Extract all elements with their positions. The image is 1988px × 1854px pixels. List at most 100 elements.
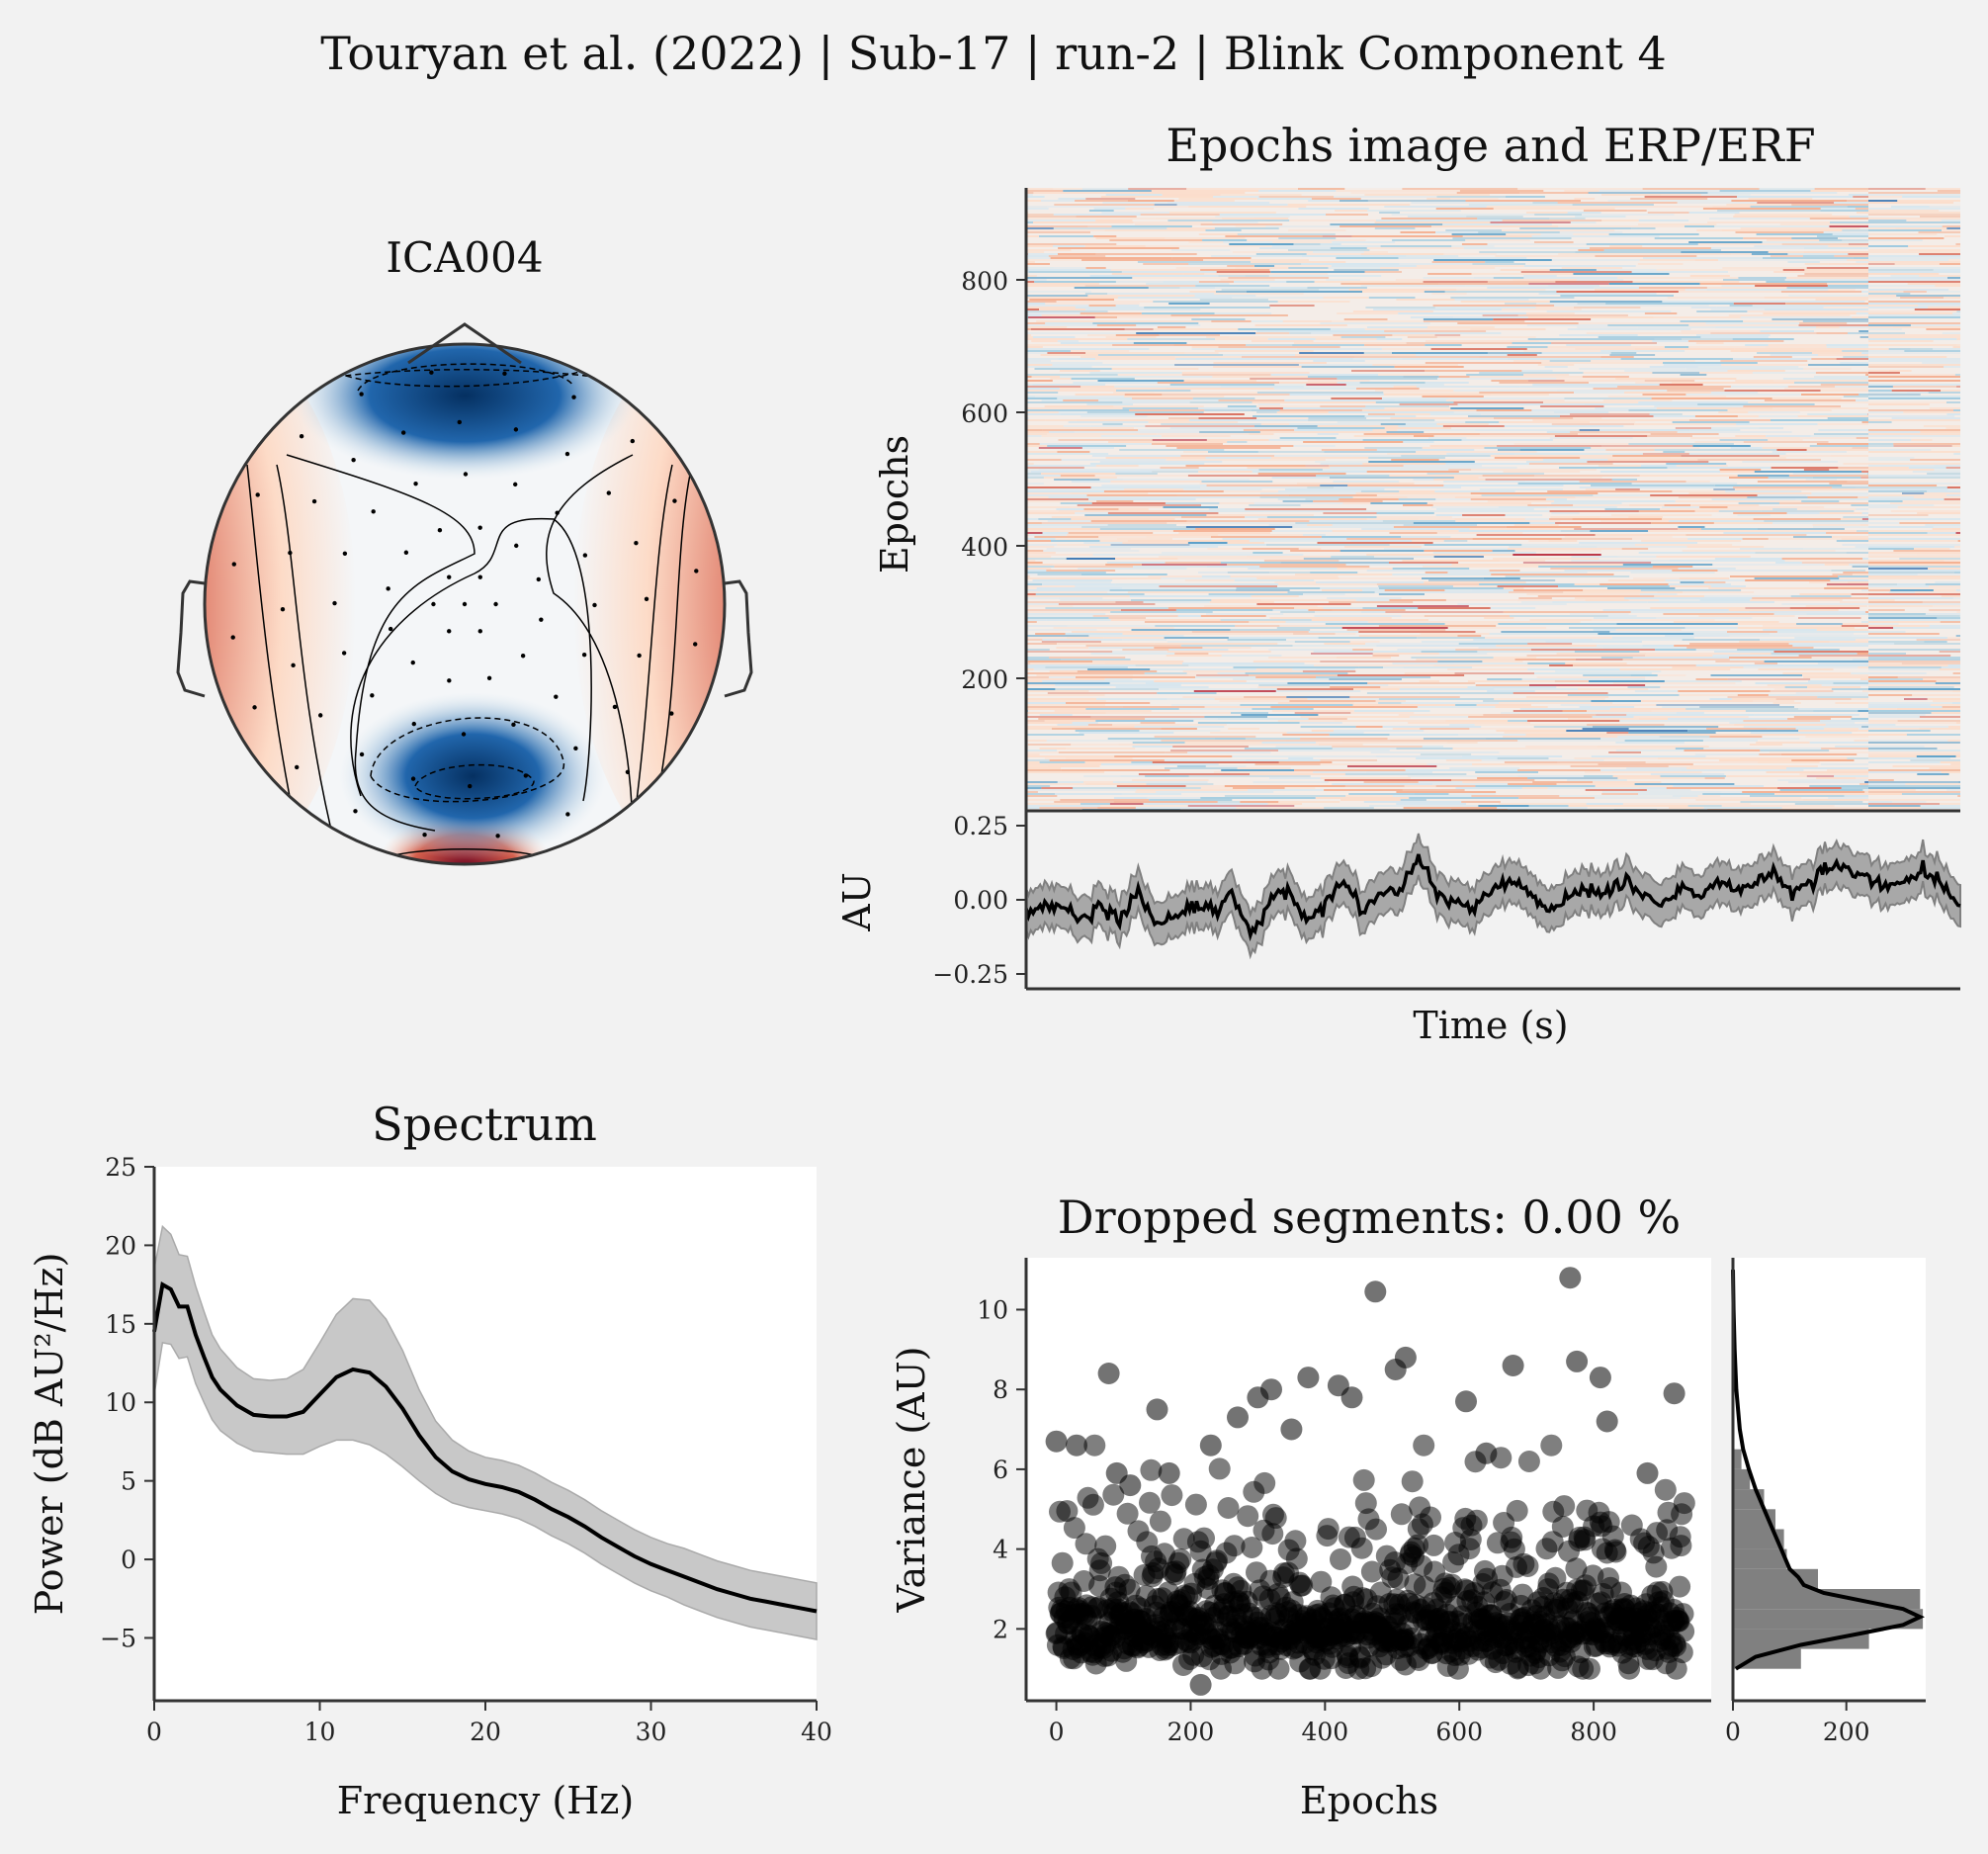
sensor-dot	[669, 711, 674, 716]
sensor-dot	[502, 371, 507, 376]
variance-point	[1566, 1350, 1589, 1372]
variance-point	[1540, 1434, 1563, 1457]
sensor-dot	[410, 776, 416, 781]
variance-ytick-label: 8	[993, 1375, 1008, 1404]
variance-point	[1663, 1382, 1685, 1405]
variance-point	[1465, 1509, 1488, 1532]
variance-point	[1139, 1491, 1161, 1514]
variance-point	[1553, 1495, 1576, 1518]
variance-point	[1140, 1458, 1163, 1481]
histogram-density-curve	[1731, 1270, 1926, 1671]
variance-point	[1217, 1497, 1240, 1519]
epochs-ytick-label: 400	[961, 533, 1008, 562]
variance-point	[1401, 1470, 1424, 1493]
variance-point	[1199, 1434, 1222, 1457]
variance-point	[1094, 1535, 1117, 1557]
sensor-dot	[672, 498, 677, 503]
sensor-dot	[694, 569, 699, 574]
sensor-dot	[280, 607, 286, 612]
histogram-xticks: 0 200	[1725, 1701, 1870, 1746]
variance-point	[1475, 1442, 1498, 1464]
erp-ylabel: AU	[835, 872, 879, 931]
variance-point	[1227, 1406, 1249, 1429]
sensor-dot	[630, 438, 635, 444]
variance-point	[1565, 1557, 1588, 1580]
variance-panel: Dropped segments: 0.00 % 0 200 400 600 800 2…	[890, 1191, 1926, 1822]
histogram-plot	[1731, 1270, 1926, 1671]
variance-point	[1056, 1500, 1079, 1523]
sensor-dot	[342, 551, 348, 556]
variance-point	[1146, 1398, 1168, 1421]
spectrum-xtick-label: 0	[146, 1718, 162, 1746]
variance-point	[1223, 1535, 1246, 1557]
sensor-dot	[299, 434, 304, 439]
epochs-image-panel: Epochs image and ERP/ERF Epochs 200 400 …	[873, 119, 1960, 811]
sensor-dot	[252, 705, 257, 710]
spectrum-ytick-label: −5	[100, 1624, 136, 1652]
variance-point	[1516, 1555, 1539, 1577]
left-ear-icon	[176, 579, 206, 698]
variance-ytick-label: 10	[977, 1295, 1008, 1324]
topomap-panel: ICA004	[176, 233, 753, 866]
variance-point	[1119, 1474, 1142, 1497]
erp-ytick-label: 0.25	[953, 812, 1008, 840]
variance-point	[1045, 1430, 1068, 1453]
variance-xtick-label: 600	[1435, 1718, 1483, 1746]
variance-point	[1502, 1355, 1524, 1376]
sensor-dot	[422, 833, 427, 838]
variance-point	[1551, 1516, 1574, 1538]
variance-point	[1604, 1541, 1627, 1563]
sensor-dot	[693, 642, 698, 647]
spectrum-ytick-label: 15	[105, 1310, 136, 1339]
variance-point	[1350, 1537, 1373, 1559]
sensor-dot	[359, 751, 365, 757]
variance-point	[1253, 1471, 1276, 1494]
sensor-dot	[410, 660, 415, 665]
sensor-dot	[230, 635, 235, 640]
spectrum-xlabel: Frequency (Hz)	[337, 1779, 634, 1822]
sensor-dot	[341, 651, 347, 656]
sensor-dot	[288, 550, 293, 556]
variance-point	[1352, 1468, 1375, 1491]
spectrum-ylabel: Power (dB AU²/Hz)	[28, 1253, 71, 1616]
head-outline-icon	[203, 342, 727, 866]
variance-point	[1285, 1547, 1308, 1570]
variance-point	[1317, 1518, 1340, 1541]
sensor-dot	[370, 693, 375, 698]
variance-point	[1083, 1434, 1106, 1457]
erp-ytick-label: 0.00	[953, 886, 1008, 915]
sensor-dot	[477, 629, 482, 634]
sensor-dot	[371, 509, 376, 514]
histogram-bar	[1733, 1529, 1784, 1549]
spectrum-ytick-label: 0	[121, 1545, 136, 1574]
variance-point	[1665, 1657, 1687, 1680]
spectrum-ytick-label: 10	[105, 1388, 136, 1417]
variance-point	[1184, 1493, 1207, 1516]
sensor-dot	[462, 601, 468, 607]
sensor-dot	[477, 574, 482, 579]
variance-point	[1237, 1505, 1259, 1528]
variance-point	[1636, 1461, 1659, 1484]
epochs-heatmap	[1026, 188, 1960, 811]
variance-ytick-label: 4	[993, 1536, 1008, 1564]
variance-xtick-label: 0	[1049, 1718, 1065, 1746]
epochs-ytick-label: 800	[961, 267, 1008, 296]
variance-point	[1066, 1434, 1087, 1457]
variance-point	[1654, 1478, 1677, 1501]
sensor-dot	[461, 732, 467, 737]
histogram-xtick-label: 200	[1823, 1718, 1870, 1746]
erp-plot	[1024, 833, 1961, 960]
sensor-dot	[555, 510, 560, 515]
histogram-bar	[1733, 1609, 1924, 1630]
variance-point	[1075, 1533, 1097, 1555]
sensor-dot	[520, 654, 526, 659]
histogram-xtick-label: 0	[1725, 1718, 1741, 1746]
variance-point	[1669, 1575, 1691, 1598]
variance-point	[1364, 1280, 1387, 1303]
variance-point	[1102, 1483, 1125, 1506]
variance-ytick-label: 2	[993, 1615, 1008, 1643]
variance-point	[1420, 1506, 1441, 1529]
sensor-dot	[463, 472, 469, 477]
histogram-bar	[1733, 1629, 1869, 1649]
sensor-dot	[413, 481, 418, 486]
